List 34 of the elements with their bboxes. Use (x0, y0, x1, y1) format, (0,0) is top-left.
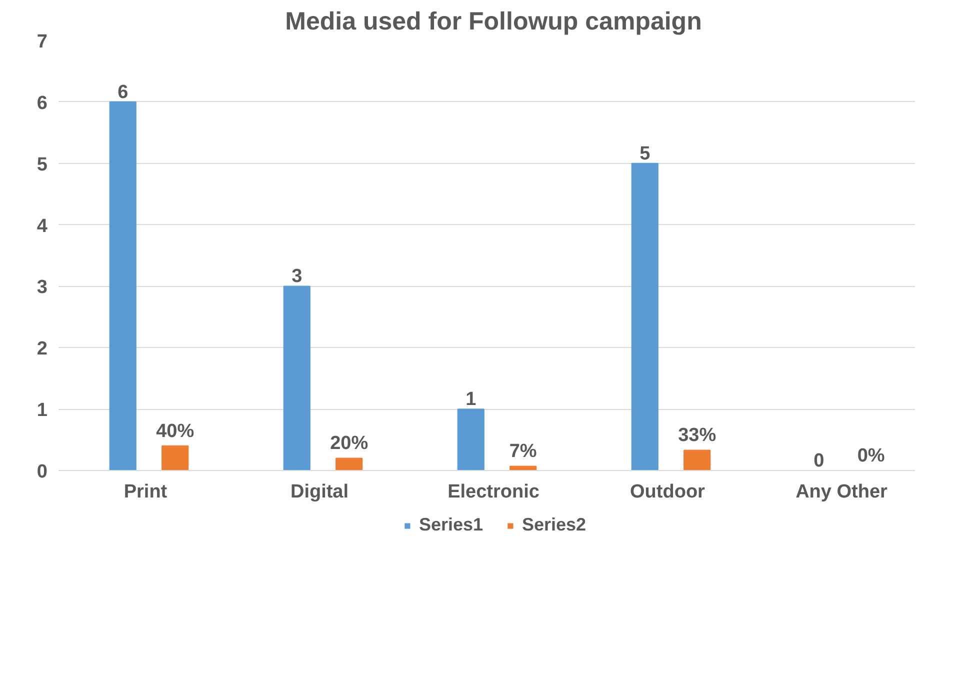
bar (336, 458, 363, 470)
data-label: 6 (118, 82, 128, 103)
data-label: 33% (678, 425, 716, 446)
x-tick-label: Electronic (448, 482, 540, 502)
y-tick-label: 5 (36, 154, 48, 176)
bar (457, 408, 484, 470)
data-label: 40% (156, 420, 194, 442)
data-label: 1 (466, 389, 477, 410)
x-tick-label: Digital (290, 482, 349, 502)
data-label: 5 (640, 143, 651, 164)
data-label: 7% (509, 441, 537, 462)
bar (684, 450, 711, 470)
x-tick-label: Outdoor (630, 482, 706, 502)
data-label: 0% (857, 446, 885, 466)
y-tick-label: 6 (36, 92, 48, 114)
chart-title: Media used for Followup campaign (285, 8, 702, 36)
legend-label: Series1 (418, 514, 483, 536)
y-tick-label: 2 (36, 338, 48, 360)
y-tick-label: 7 (36, 32, 48, 52)
y-tick-label: 1 (36, 400, 48, 422)
legend-label: Series2 (522, 514, 586, 536)
y-tick-label: 0 (36, 462, 48, 482)
bar (510, 466, 537, 470)
bar (283, 286, 310, 470)
data-label: 3 (292, 266, 302, 288)
data-label: 0 (814, 450, 824, 472)
bar (109, 101, 136, 470)
x-tick-label: Print (124, 482, 168, 502)
data-label: 20% (330, 433, 368, 454)
bar (162, 445, 189, 470)
y-tick-label: 4 (36, 216, 48, 237)
bar (631, 162, 658, 470)
x-tick-label: Any Other (796, 482, 888, 502)
y-tick-label: 3 (36, 277, 48, 298)
